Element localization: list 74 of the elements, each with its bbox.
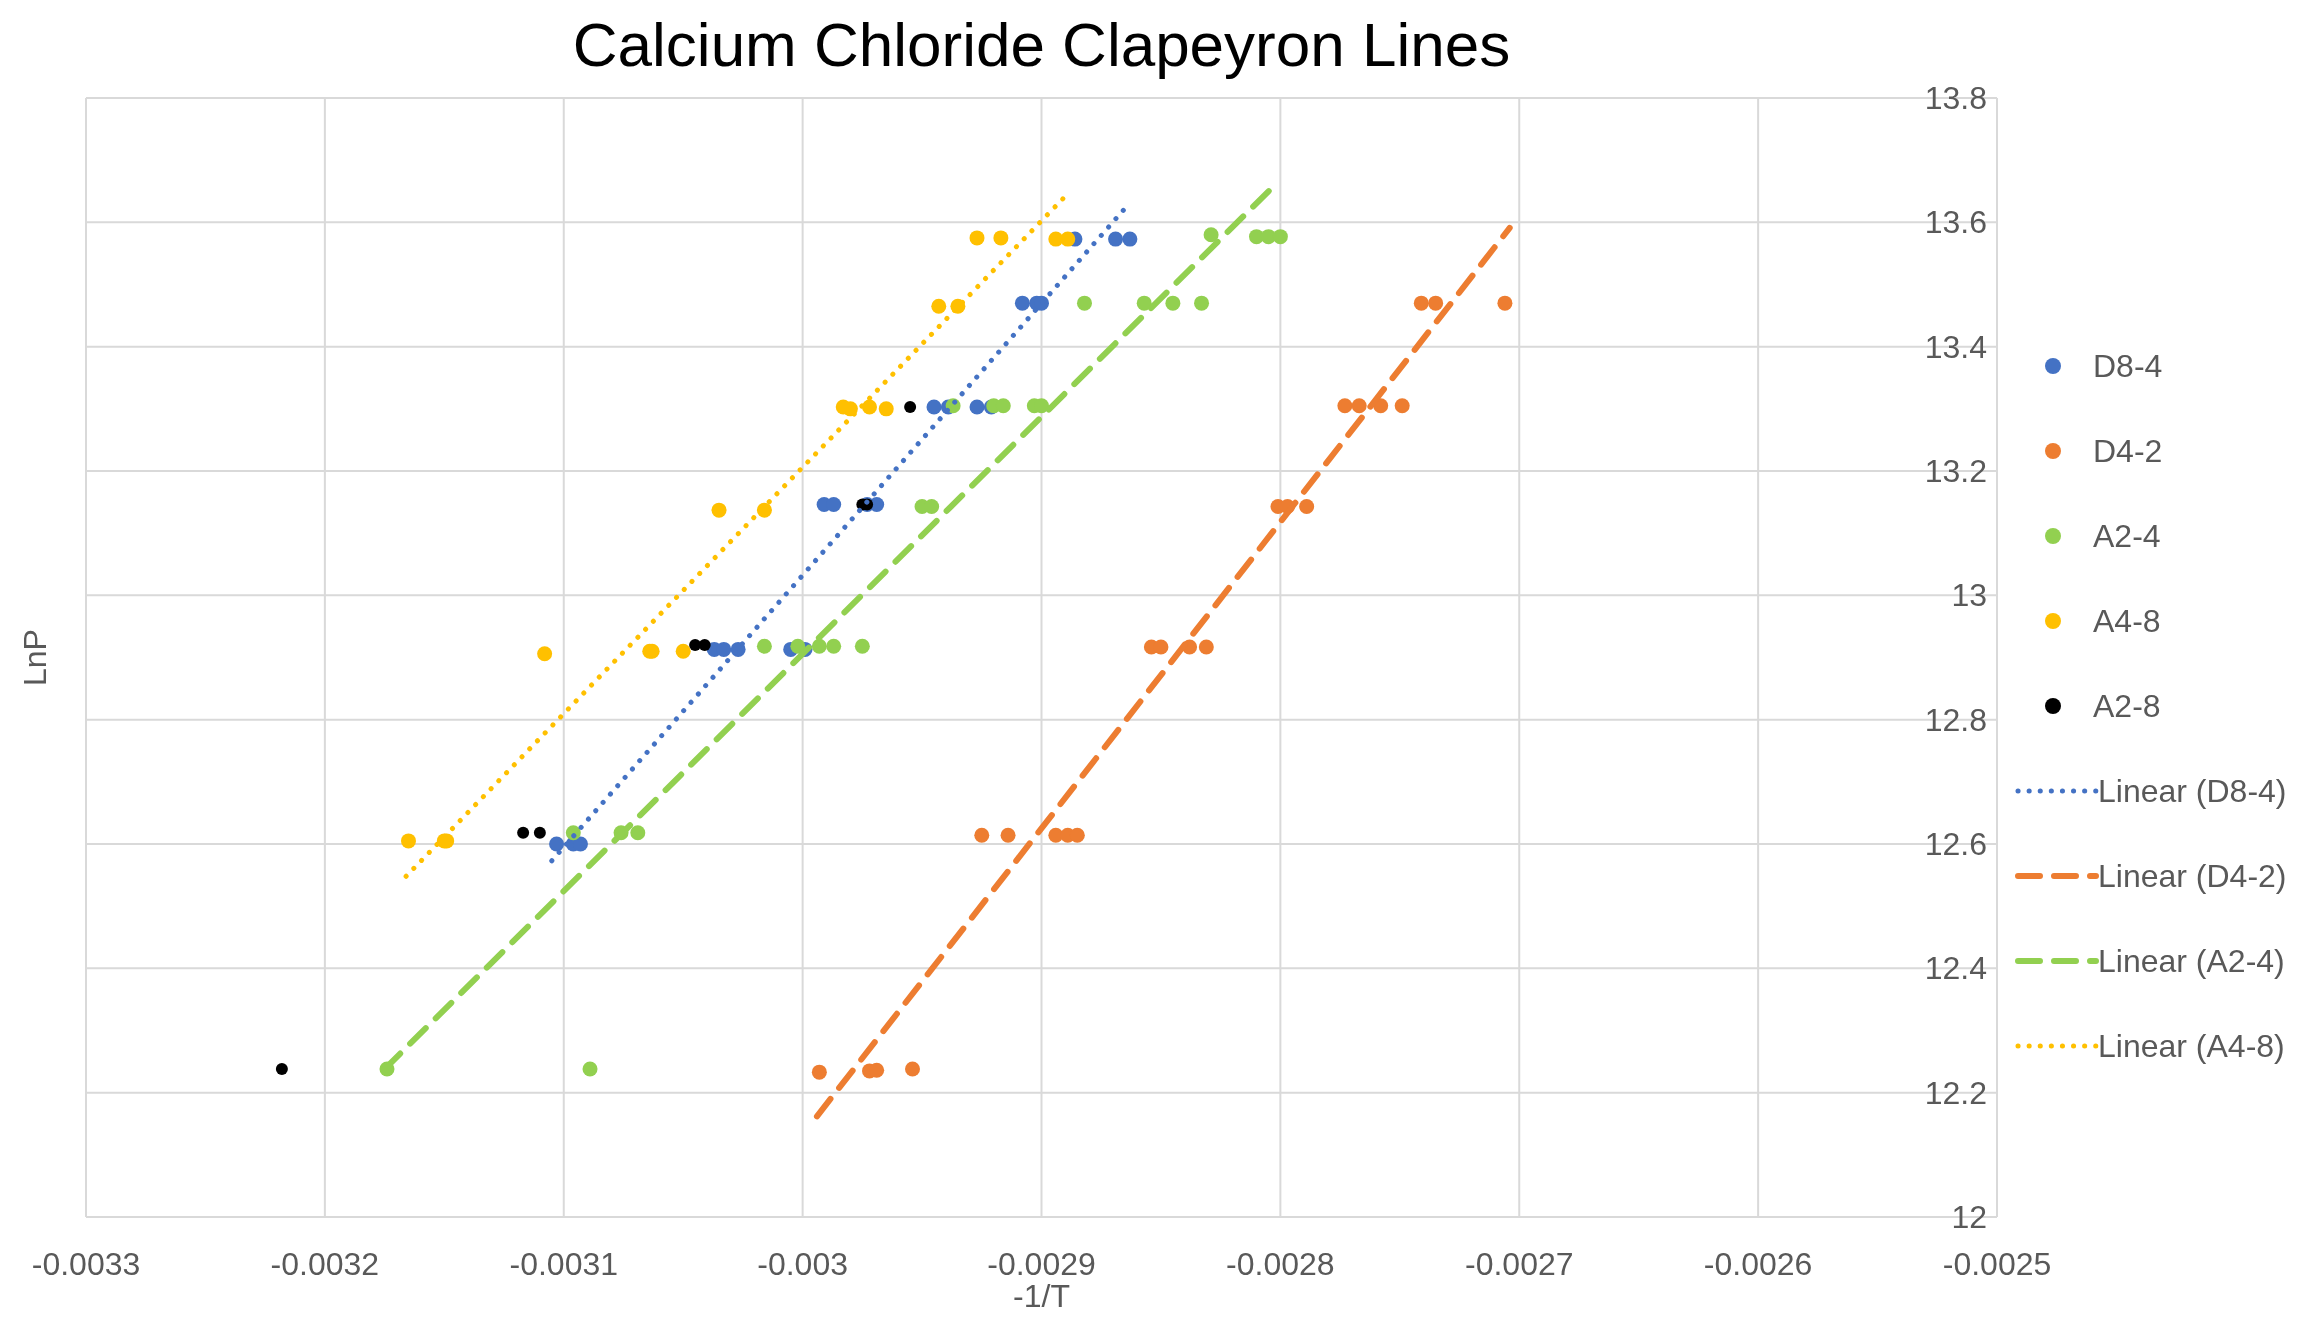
point	[1165, 295, 1181, 311]
point	[811, 638, 827, 654]
point	[1198, 639, 1214, 655]
y-tick-label: 12	[1951, 1199, 1987, 1235]
point	[826, 638, 842, 654]
point	[1203, 227, 1219, 243]
point	[1014, 295, 1030, 311]
point	[675, 643, 691, 659]
point	[711, 502, 727, 518]
legend-label: A4-8	[2093, 603, 2161, 639]
x-tick-label: -0.0028	[1226, 1246, 1335, 1282]
point	[533, 826, 546, 839]
x-tick-label: -0.003	[757, 1246, 848, 1282]
legend-label: Linear (D4-2)	[2098, 858, 2287, 894]
point	[400, 833, 416, 849]
point	[878, 401, 894, 417]
point	[1413, 295, 1429, 311]
x-tick-label: -0.0032	[270, 1246, 380, 1282]
y-tick-label: 13.4	[1924, 328, 1987, 365]
point	[1077, 295, 1092, 311]
legend-label: Linear (A2-4)	[2098, 943, 2285, 979]
point	[1136, 295, 1152, 311]
point	[854, 638, 870, 654]
point	[1428, 295, 1444, 311]
point	[1497, 295, 1513, 311]
y-tick-label: 13.6	[1924, 204, 1987, 241]
x-tick-label: -0.0025	[1942, 1246, 2052, 1282]
legend-label: A2-4	[2093, 518, 2161, 554]
legend-label: A2-8	[2093, 688, 2161, 724]
point	[1000, 827, 1016, 843]
y-tick-label: 12.4	[1924, 950, 1987, 987]
y-axis-title: LnP	[17, 629, 53, 686]
x-tick-label: -0.0027	[1464, 1246, 1574, 1282]
point	[1394, 398, 1410, 414]
legend-label: D4-2	[2093, 433, 2163, 469]
point	[582, 1061, 598, 1077]
point	[1272, 229, 1288, 245]
point	[517, 826, 530, 839]
chart-title: Calcium Chloride Clapeyron Lines	[572, 10, 1511, 79]
point	[811, 1064, 827, 1080]
y-tick-label: 12.2	[1924, 1074, 1987, 1111]
point	[904, 400, 917, 413]
point	[275, 1063, 288, 1076]
point	[969, 399, 985, 415]
point	[790, 638, 806, 654]
y-tick-label: 13.8	[1924, 80, 1987, 116]
y-tick-label: 12.6	[1924, 826, 1987, 862]
x-tick-label: -0.0033	[31, 1246, 141, 1282]
point	[537, 646, 553, 662]
point	[974, 827, 990, 843]
y-tick-label: 13.2	[1924, 453, 1987, 489]
point	[630, 825, 646, 841]
point	[905, 1061, 921, 1077]
point	[756, 638, 772, 654]
point	[862, 399, 878, 415]
point	[931, 298, 947, 314]
x-tick-label: -0.0031	[509, 1246, 619, 1282]
point	[1060, 231, 1076, 247]
point	[1337, 398, 1353, 414]
legend-label: Linear (A4-8)	[2098, 1028, 2285, 1064]
legend-label: D8-4	[2093, 348, 2163, 384]
point	[1299, 498, 1315, 514]
point	[549, 836, 565, 852]
point	[1351, 398, 1367, 414]
y-tick-label: 13	[1951, 577, 1987, 614]
y-tick-label: 12.8	[1924, 701, 1987, 738]
legend-label: Linear (D8-4)	[2098, 773, 2287, 809]
x-tick-label: -0.0026	[1703, 1246, 1813, 1282]
point	[926, 399, 942, 415]
point	[993, 230, 1009, 246]
point	[1108, 231, 1124, 247]
point	[1194, 295, 1210, 311]
point	[1122, 231, 1138, 247]
point	[969, 230, 985, 246]
